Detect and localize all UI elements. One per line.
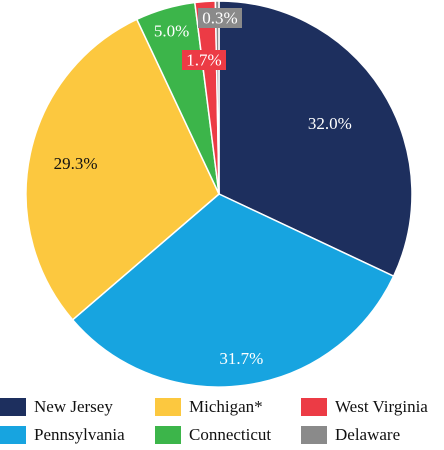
legend-swatch <box>301 398 327 416</box>
pie-slice-new-jersey <box>218 0 413 278</box>
pie-label-text: 0.3% <box>202 9 237 28</box>
legend-label: Pennsylvania <box>34 425 125 444</box>
legend-swatch <box>301 426 327 444</box>
pie-label-box <box>182 50 226 70</box>
legend-item-pennsylvania: Pennsylvania <box>0 422 125 448</box>
pie-label-michigan: 29.3% <box>54 154 98 173</box>
legend-item-michigan: Michigan* <box>155 394 263 420</box>
pie-label-box <box>198 8 242 28</box>
pie-label-text: 1.7% <box>186 51 221 70</box>
pie-label-new-jersey: 32.0% <box>308 114 352 133</box>
pie-slice-delaware <box>214 0 220 195</box>
legend-label: West Virginia <box>335 397 428 416</box>
pie-label-text: 29.3% <box>54 154 98 173</box>
legend-swatch <box>155 426 181 444</box>
pie-label-text: 31.7% <box>219 349 263 368</box>
pie-label-west-virginia: 1.7% <box>182 50 226 70</box>
pie-label-delaware: 0.3% <box>198 8 242 28</box>
pie-chart: 32.0% 31.7% 29.3% 5.0% 1.7% 0.3% <box>25 0 413 388</box>
pie-data-labels: 32.0% 31.7% 29.3% 5.0% 1.7% 0.3% <box>54 8 352 368</box>
legend-swatch <box>155 398 181 416</box>
pie-slices <box>25 0 413 388</box>
legend-item-delaware: Delaware <box>301 422 400 448</box>
legend-item-new-jersey: New Jersey <box>0 394 113 420</box>
legend-item-connecticut: Connecticut <box>155 422 271 448</box>
legend-label: Michigan* <box>189 397 263 416</box>
pie-label-text: 32.0% <box>308 114 352 133</box>
legend-label: Connecticut <box>189 425 272 444</box>
pie-label-text: 5.0% <box>154 21 189 40</box>
legend-label: New Jersey <box>34 397 113 416</box>
legend-swatch <box>0 398 26 416</box>
pie-label-pennsylvania: 31.7% <box>219 349 263 368</box>
pie-slice-michigan <box>25 18 220 321</box>
pie-slice-pennsylvania <box>71 193 395 388</box>
legend-item-west-virginia: West Virginia <box>301 394 428 420</box>
legend-label: Delaware <box>335 425 401 444</box>
legend-swatch <box>0 426 26 444</box>
pie-label-connecticut: 5.0% <box>154 21 189 40</box>
legend: New Jersey Michigan* West Virginia Penns… <box>0 394 444 450</box>
